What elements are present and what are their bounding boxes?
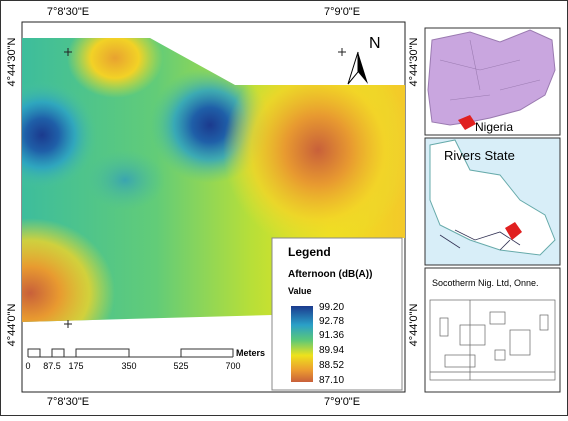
legend-layer: Afternoon (dB(A)): [288, 269, 372, 280]
legend-value: 87.10: [319, 375, 344, 386]
noise-raster: [22, 38, 405, 322]
legend-field: Value: [288, 286, 312, 296]
inset-nigeria: Nigeria: [424, 27, 561, 136]
scale-label: 700: [225, 361, 240, 371]
grid-label: 4°44'30"N: [6, 37, 18, 86]
inset-label: Rivers State: [444, 148, 515, 163]
legend: Legend Afternoon (dB(A)) Value 99.20 92.…: [271, 237, 403, 391]
legend-value: 99.20: [319, 302, 344, 313]
grid-label: 7°8'30"E: [47, 6, 89, 18]
grid-label: 7°9'0"E: [324, 396, 360, 408]
grid-label: 7°9'0"E: [324, 6, 360, 18]
legend-value: 91.36: [319, 330, 344, 341]
scale-label: 350: [121, 361, 136, 371]
inset-site: Socotherm Nig. Ltd, Onne.: [424, 267, 561, 393]
inset-rivers: Rivers State: [424, 137, 561, 266]
legend-value: 89.94: [319, 345, 344, 356]
scale-label: 525: [173, 361, 188, 371]
scale-label: 87.5: [43, 361, 61, 371]
grid-label: 4°44'30"N: [408, 37, 420, 86]
legend-title: Legend: [288, 245, 331, 259]
grid-crosses: [64, 48, 346, 328]
legend-value: 88.52: [319, 360, 344, 371]
grid-labels: 7°8'30"E 7°9'0"E 7°8'30"E 7°9'0"E 4°44'3…: [6, 6, 420, 408]
north-arrow: N: [347, 35, 381, 85]
scale-bar: 0 87.5 175 350 525 700 Meters: [25, 348, 265, 371]
scale-label: 175: [68, 361, 83, 371]
grid-label: 7°8'30"E: [47, 396, 89, 408]
north-label: N: [369, 35, 381, 52]
grid-label: 4°44'0"N: [6, 304, 18, 347]
inset-label: Nigeria: [475, 120, 513, 134]
scale-unit: Meters: [236, 348, 265, 358]
legend-value: 92.78: [319, 316, 344, 327]
grid-label: 4°44'0"N: [408, 304, 420, 347]
inset-label: Socotherm Nig. Ltd, Onne.: [432, 278, 539, 288]
scale-label: 0: [25, 361, 30, 371]
